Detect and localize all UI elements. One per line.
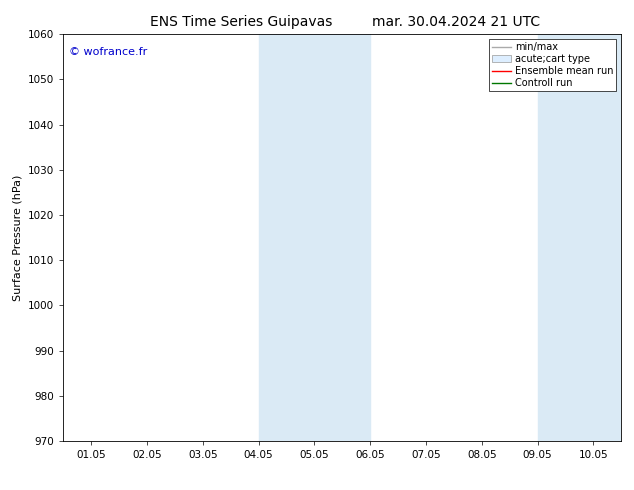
Y-axis label: Surface Pressure (hPa): Surface Pressure (hPa) [13, 174, 23, 301]
Text: mar. 30.04.2024 21 UTC: mar. 30.04.2024 21 UTC [372, 15, 541, 29]
Bar [259, 34, 370, 441]
Legend: min/max, acute;cart type, Ensemble mean run, Controll run: min/max, acute;cart type, Ensemble mean … [489, 39, 616, 91]
Text: © wofrance.fr: © wofrance.fr [69, 47, 147, 56]
Text: ENS Time Series Guipavas: ENS Time Series Guipavas [150, 15, 332, 29]
Bar [538, 34, 621, 441]
